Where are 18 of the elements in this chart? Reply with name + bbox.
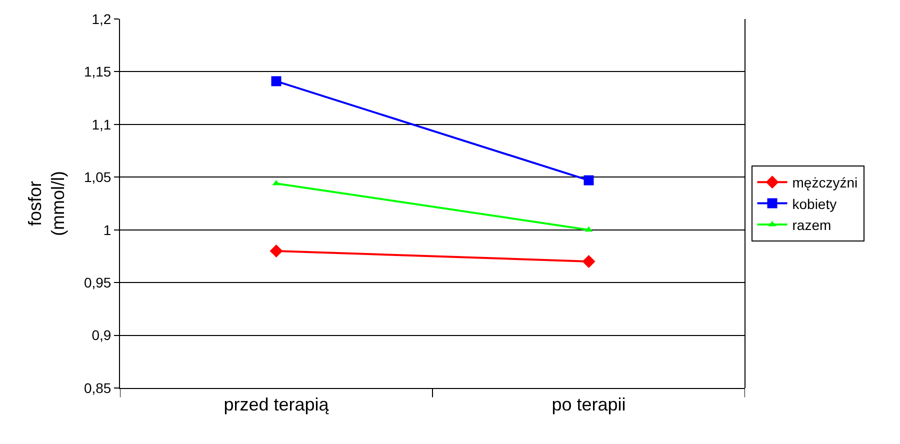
y-tick-label: 1,15 (84, 64, 112, 80)
point (584, 175, 594, 186)
y-tick-label: 0,95 (84, 274, 112, 290)
y-tick-label: 1,1 (92, 116, 112, 132)
y-tick-label: 1,05 (84, 169, 112, 186)
y-tick-label: 0,85 (84, 380, 112, 396)
y-tick-label: 0,9 (92, 327, 112, 344)
y-axis-title: fosfor (mmol/l) (24, 171, 68, 236)
legend-label: razem (792, 216, 832, 233)
point (271, 76, 282, 86)
point (270, 244, 283, 258)
y-tick-label: 1,2 (92, 10, 112, 27)
x-tick-label: po terapii (552, 394, 626, 415)
legend-label: kobiety (792, 196, 837, 212)
point (582, 254, 596, 268)
y-tick-label: 1 (103, 222, 112, 238)
legend-label: mężczyźni (792, 174, 858, 191)
x-tick-label: przed terapią (224, 394, 330, 415)
